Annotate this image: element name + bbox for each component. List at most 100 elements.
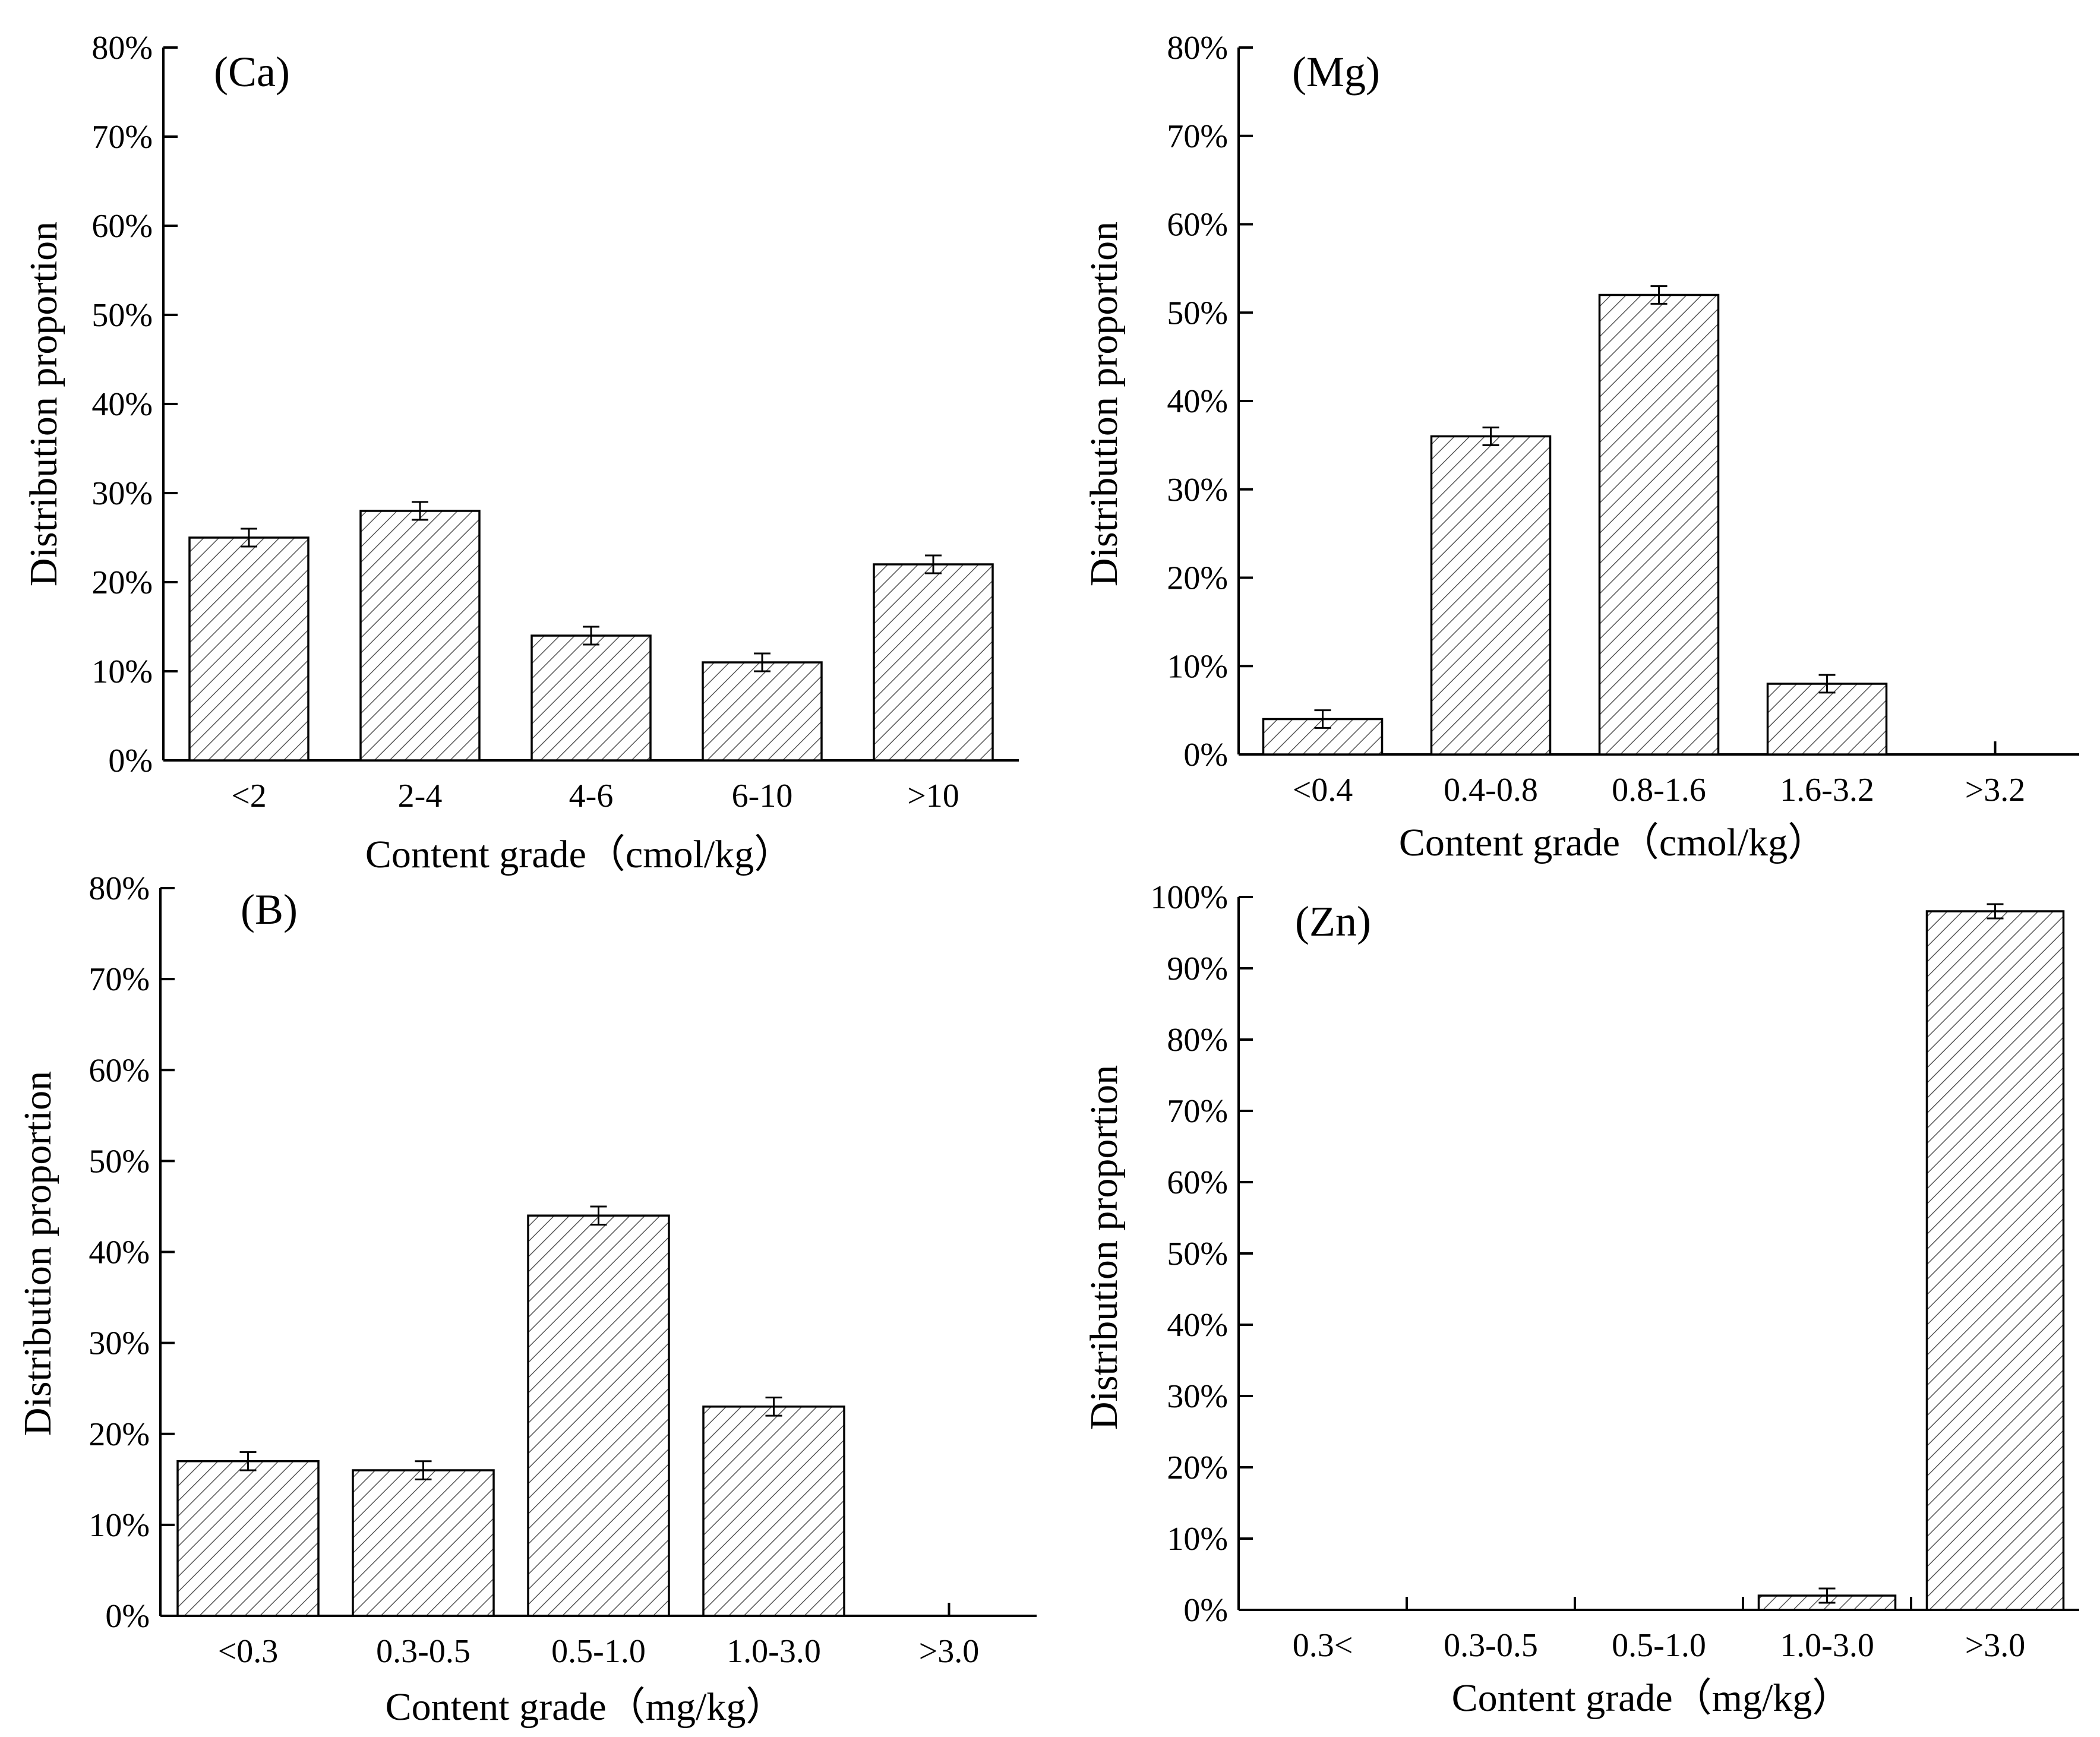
panel-b-ylabel: Distribution proportion: [16, 1071, 59, 1436]
panel-mg-ylabel: Distribution proportion: [1082, 222, 1126, 586]
panel-mg-y-tick-label: 40%: [1167, 383, 1228, 420]
panel-b-y-tick-label: 70%: [89, 961, 150, 998]
panel-ca-xlabel: Content grade（cmol/kg）: [365, 833, 793, 876]
panel-zn-y-tick-label: 80%: [1167, 1022, 1228, 1059]
panel-b-y-tick-label: 50%: [89, 1143, 150, 1180]
panel-b-y-tick-label: 80%: [89, 870, 150, 907]
panel-zn-y-tick-label: 70%: [1167, 1093, 1228, 1130]
panel-zn-y-tick-label: 0%: [1183, 1592, 1228, 1629]
panel-zn-y-tick-label: 50%: [1167, 1236, 1228, 1272]
panel-b-xlabel: Content grade（mg/kg）: [386, 1685, 785, 1729]
panel-zn-y-tick-label: 20%: [1167, 1449, 1228, 1486]
panel-zn-plot: 0% 10% 20% 30% 40% 50% 60% 70% 80% 90% 100% 0.3< 0.3…: [1150, 879, 2079, 1664]
panel-ca-bar: [873, 563, 994, 762]
panel-mg-error-bar: [1818, 674, 1836, 694]
panel-b-x-tick-label: <0.3: [218, 1633, 279, 1670]
panel-zn: 0% 10% 20% 30% 40% 50% 60% 70% 80% 90% 100% 0.3< 0.3…: [1082, 879, 2079, 1720]
panel-mg-label: (Mg): [1292, 48, 1380, 96]
panel-mg-bar: [1766, 683, 1888, 756]
panel-mg-error-bar: [1650, 285, 1668, 305]
panel-ca-y-tick-label: 20%: [91, 564, 153, 601]
panel-mg: 0% 10% 20% 30% 40% 50% 60% 70% 80% <0.4 0.4-0.8 0.8…: [1082, 30, 2079, 864]
panel-zn-ylabel: Distribution proportion: [1082, 1065, 1126, 1430]
panel-b-y-tick-label: 40%: [89, 1234, 150, 1271]
panel-mg-error-bar: [1482, 427, 1499, 446]
panel-ca-error-bar: [754, 652, 770, 672]
panel-mg-y-tick-label: 70%: [1167, 118, 1228, 155]
panel-ca-plot: 0% 10% 20% 30% 40% 50% 60% 70% 80% <2 2-4 4-6 6-10 >1…: [91, 30, 1019, 814]
panel-b-bar: [176, 1460, 320, 1617]
panel-mg-y-tick-label: 10%: [1167, 648, 1228, 685]
panel-mg-x-tick-label: >3.2: [1965, 772, 2026, 809]
panel-b: 0% 10% 20% 30% 40% 50% 60% 70% 80% <0.3 0.3-0.5 0.5…: [16, 870, 1037, 1729]
panel-ca-error-bar: [412, 501, 428, 521]
panel-ca-bar: [702, 661, 823, 762]
panel-b-x-tick-label: >3.0: [919, 1633, 980, 1670]
panel-b-y-tick-label: 0%: [105, 1598, 150, 1635]
panel-b-x-tick-label: 1.0-3.0: [727, 1633, 821, 1670]
panel-zn-y-tick-label: 60%: [1167, 1164, 1228, 1201]
panel-b-x-tick-label: 0.3-0.5: [376, 1633, 470, 1670]
panel-zn-x-tick-label: >3.0: [1965, 1627, 2026, 1664]
panel-ca-y-tick-label: 40%: [91, 386, 153, 423]
panel-ca-x-tick-label: >10: [907, 778, 959, 814]
panel-ca-ylabel: Distribution proportion: [22, 222, 65, 586]
panel-ca-y-tick-label: 50%: [91, 297, 153, 334]
panel-mg-y-tick-label: 80%: [1167, 30, 1228, 67]
panel-mg-y-tick-label: 30%: [1167, 472, 1228, 509]
panel-mg-bar: [1430, 435, 1552, 756]
panel-mg-x-tick-label: 1.6-3.2: [1780, 772, 1874, 809]
panel-b-error-bar: [590, 1205, 607, 1226]
panel-b-error-bar: [415, 1460, 432, 1480]
panel-b-y-tick-label: 10%: [89, 1507, 150, 1544]
panel-mg-x-tick-label: 0.8-1.6: [1612, 772, 1706, 809]
panel-mg-y-tick-label: 60%: [1167, 207, 1228, 244]
panel-ca-y-tick-label: 30%: [91, 475, 153, 512]
panel-ca-bar: [359, 510, 481, 762]
panel-mg-x-tick-label: 0.4-0.8: [1444, 772, 1538, 809]
panel-mg-x-tick-label: <0.4: [1293, 772, 1353, 809]
panel-b-error-bar: [239, 1451, 257, 1471]
panel-mg-plot: 0% 10% 20% 30% 40% 50% 60% 70% 80% <0.4 0.4-0.8 0.8…: [1167, 30, 2079, 809]
panel-b-x-tick-label: 0.5-1.0: [551, 1633, 646, 1670]
panel-b-y-tick-label: 60%: [89, 1052, 150, 1089]
panel-mg-y-tick-label: 50%: [1167, 295, 1228, 331]
panel-zn-error-bar: [1818, 1587, 1836, 1604]
panel-ca-error-bar: [925, 554, 942, 574]
panel-b-bar: [352, 1469, 495, 1617]
panel-ca: 0% 10% 20% 30% 40% 50% 60% 70% 80% <2 2-4 4-6 6-10 >1…: [22, 30, 1019, 876]
panel-mg-y-tick-label: 20%: [1167, 560, 1228, 597]
panel-zn-error-bar: [1987, 903, 2004, 920]
panel-ca-y-tick-label: 0%: [108, 743, 153, 779]
panel-zn-x-tick-label: 0.5-1.0: [1612, 1627, 1706, 1664]
panel-zn-y-tick-label: 10%: [1167, 1521, 1228, 1558]
panel-ca-y-tick-label: 60%: [91, 208, 153, 245]
panel-ca-bar: [188, 536, 310, 762]
panel-b-plot: 0% 10% 20% 30% 40% 50% 60% 70% 80% <0.3 0.3-0.5 0.5…: [89, 870, 1037, 1670]
panel-ca-x-tick-label: 6-10: [732, 778, 793, 814]
panel-ca-error-bar: [241, 528, 257, 548]
panel-ca-x-tick-label: 4-6: [569, 778, 614, 814]
panel-ca-error-bar: [583, 626, 599, 646]
panel-ca-bar: [530, 634, 652, 762]
panel-zn-xlabel: Content grade（mg/kg）: [1452, 1676, 1852, 1720]
panel-zn-y-tick-label: 100%: [1150, 879, 1228, 916]
panel-zn-bar: [1925, 910, 2065, 1611]
panel-ca-x-tick-label: 2-4: [398, 778, 443, 814]
panel-zn-x-tick-label: 0.3-0.5: [1444, 1627, 1538, 1664]
panel-b-y-tick-label: 30%: [89, 1325, 150, 1362]
panel-mg-y-tick-label: 0%: [1183, 737, 1228, 773]
panel-b-label: (B): [241, 886, 298, 933]
panel-ca-y-tick-label: 10%: [91, 653, 153, 690]
panel-mg-bar: [1598, 293, 1720, 756]
panel-ca-y-tick-label: 80%: [91, 30, 153, 67]
panel-mg-xlabel: Content grade（cmol/kg）: [1399, 821, 1827, 864]
panel-zn-y-tick-label: 90%: [1167, 950, 1228, 987]
panel-zn-x-tick-label: 0.3<: [1293, 1627, 1353, 1664]
panel-zn-y-tick-label: 30%: [1167, 1378, 1228, 1415]
panel-mg-error-bar: [1314, 709, 1331, 729]
panel-b-y-tick-label: 20%: [89, 1416, 150, 1453]
panel-zn-label: (Zn): [1295, 898, 1371, 945]
panel-b-bar: [527, 1214, 670, 1617]
panel-zn-y-tick-label: 40%: [1167, 1307, 1228, 1344]
